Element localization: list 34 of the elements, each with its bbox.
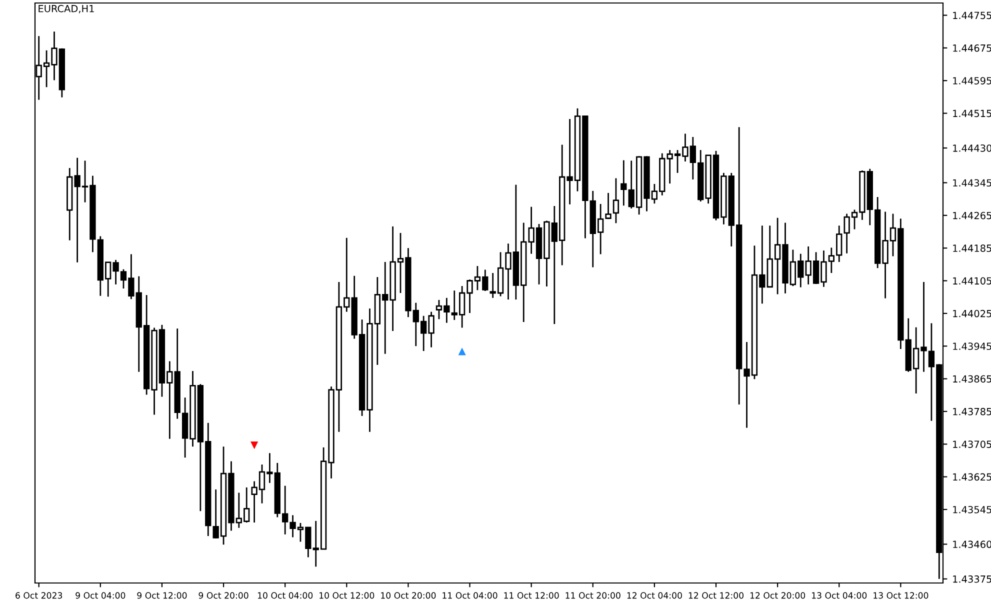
y-tick-label: 1.43705 (953, 440, 991, 448)
x-tick-label: 11 Oct 04:00 (442, 592, 498, 599)
candlestick (620, 160, 627, 206)
y-tick-label: 1.43865 (953, 375, 991, 383)
y-tick-label: 1.43625 (953, 473, 991, 481)
y-tick-label: 1.44675 (953, 44, 991, 52)
y-tick-label: 1.43545 (953, 506, 991, 514)
x-tick-label: 12 Oct 12:00 (688, 592, 744, 599)
y-tick-label: 1.44105 (953, 277, 991, 285)
y-tick-label: 1.44025 (953, 310, 991, 318)
y-tick-label: 1.43375 (953, 575, 991, 583)
x-tick-label: 6 Oct 2023 (16, 592, 62, 599)
x-tick-label: 13 Oct 04:00 (812, 592, 867, 599)
y-tick-label: 1.44515 (953, 110, 991, 118)
x-tick-label: 10 Oct 04:00 (258, 592, 313, 599)
chart-title: EURCAD,H1 (38, 4, 94, 14)
x-tick-label: 11 Oct 12:00 (504, 592, 559, 599)
x-tick-label: 12 Oct 20:00 (750, 592, 806, 599)
y-tick-label: 1.44595 (953, 77, 991, 84)
x-tick-label: 13 Oct 12:00 (874, 592, 928, 599)
candlestick (612, 178, 620, 224)
y-tick-label: 1.44185 (953, 244, 991, 252)
x-tick-label: 12 Oct 04:00 (627, 592, 682, 599)
y-tick-label: 1.44755 (953, 12, 991, 20)
x-tick-label: 10 Oct 12:00 (320, 592, 374, 599)
x-tick-label: 9 Oct 12:00 (137, 592, 187, 599)
x-tick-label: 11 Oct 20:00 (566, 592, 620, 599)
y-tick-label: 1.43785 (953, 408, 991, 416)
x-tick-label: 9 Oct 04:00 (76, 592, 126, 599)
y-tick-label: 1.44345 (953, 179, 991, 187)
y-tick-label: 1.44265 (953, 212, 991, 220)
y-tick-label: 1.43945 (953, 342, 991, 350)
x-tick-label: 9 Oct 20:00 (198, 592, 248, 599)
x-tick-label: 10 Oct 20:00 (381, 592, 436, 599)
